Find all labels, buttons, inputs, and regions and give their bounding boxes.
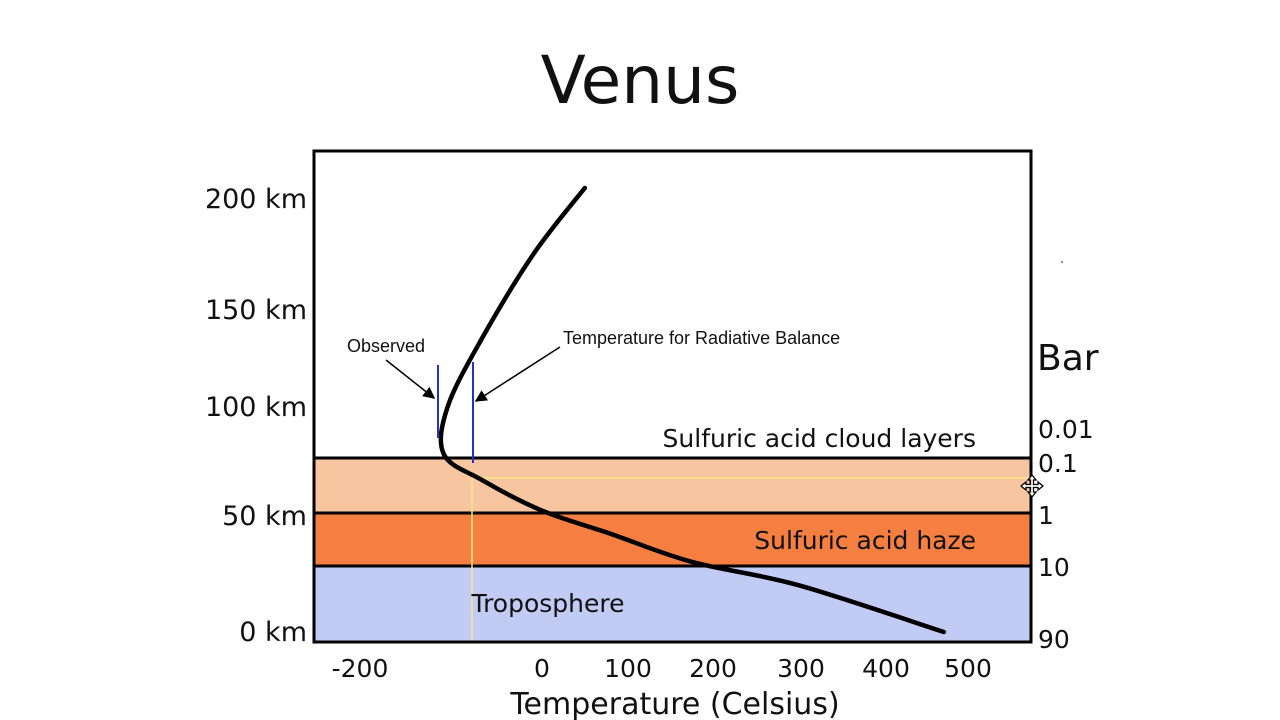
observed-label: Observed — [347, 336, 425, 356]
right-tick-label: 1 — [1038, 501, 1054, 530]
x-tick-label: 500 — [944, 654, 992, 683]
stray-dot — [1061, 261, 1063, 263]
right-tick-label: 90 — [1038, 625, 1070, 654]
x-tick-label: -200 — [332, 654, 389, 683]
radiative-label: Temperature for Radiative Balance — [563, 328, 840, 348]
troposphere-label: Troposphere — [470, 589, 624, 618]
y-tick-label: 200 km — [205, 184, 307, 215]
radiative-arrow — [474, 346, 561, 402]
y-tick-label: 100 km — [205, 392, 307, 423]
x-tick-label: 300 — [777, 654, 825, 683]
observed-arrow — [385, 359, 436, 399]
move-cursor-icon — [1019, 473, 1045, 499]
x-tick-label: 100 — [604, 654, 652, 683]
plot-frame — [312, 149, 1033, 644]
temperature-profile-curve — [438, 185, 947, 635]
cloud-layer-label: Sulfuric acid cloud layers — [663, 424, 976, 453]
right-tick-label: 10 — [1038, 553, 1070, 582]
right-axis-title: Bar — [1037, 338, 1099, 379]
x-tick-label: 0 — [534, 654, 550, 683]
troposphere-band — [314, 566, 1031, 642]
page-title: Venus — [540, 42, 740, 119]
y-tick-label: 150 km — [205, 295, 307, 326]
right-tick-label: 0.1 — [1038, 449, 1078, 478]
right-tick-label: 0.01 — [1038, 415, 1094, 444]
x-axis-title: Temperature (Celsius) — [509, 687, 839, 720]
cloud-layer-band — [314, 458, 1031, 513]
haze-layer-label: Sulfuric acid haze — [754, 526, 976, 555]
y-tick-label: 50 km — [222, 501, 307, 532]
y-tick-label: 0 km — [239, 617, 307, 648]
x-tick-label: 200 — [689, 654, 737, 683]
x-tick-label: 400 — [862, 654, 910, 683]
